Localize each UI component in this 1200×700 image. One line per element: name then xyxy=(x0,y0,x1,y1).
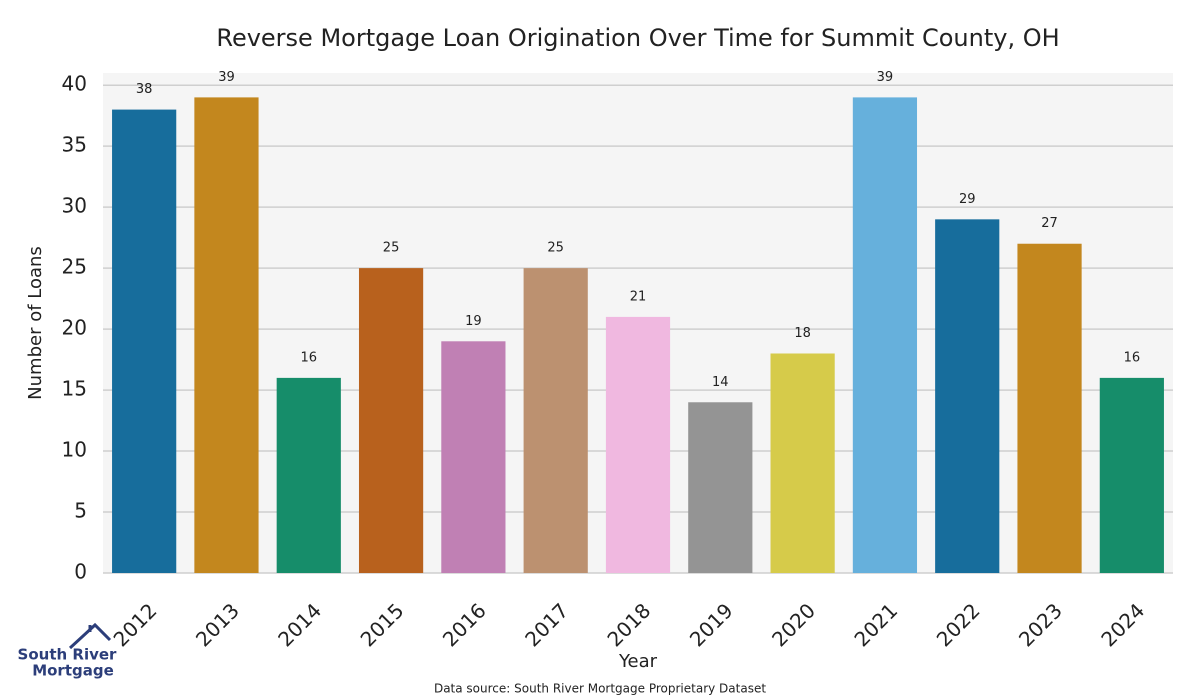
data-label: 39 xyxy=(218,70,235,85)
data-label: 16 xyxy=(1124,350,1141,365)
bar xyxy=(935,219,1000,573)
data-label: 29 xyxy=(959,192,976,207)
x-tick-label: 2022 xyxy=(932,598,985,651)
bar xyxy=(441,341,506,573)
bar xyxy=(605,316,671,573)
logo-text: South River xyxy=(18,646,118,664)
data-label: 14 xyxy=(712,375,729,390)
x-tick-label: 2012 xyxy=(109,598,162,651)
x-tick-label: 2019 xyxy=(685,598,738,651)
logo-text: Mortgage xyxy=(32,662,114,680)
x-tick-label: 2021 xyxy=(849,598,902,651)
data-label: 27 xyxy=(1041,216,1058,231)
x-tick-label: 2017 xyxy=(520,598,573,651)
x-axis-label: Year xyxy=(618,651,658,672)
chart-title: Reverse Mortgage Loan Origination Over T… xyxy=(216,24,1059,52)
x-tick-label: 2013 xyxy=(191,598,244,651)
data-label: 39 xyxy=(877,70,894,85)
y-tick-label: 30 xyxy=(62,194,87,218)
x-tick-label: 2016 xyxy=(438,598,491,651)
data-label: 18 xyxy=(794,326,811,341)
bar xyxy=(770,353,835,573)
x-tick-label: 2018 xyxy=(602,598,655,651)
bar xyxy=(523,268,588,573)
x-tick-label: 2024 xyxy=(1096,598,1149,651)
y-tick-label: 35 xyxy=(62,133,87,157)
data-label: 25 xyxy=(383,241,400,256)
data-label: 19 xyxy=(465,314,482,329)
bar xyxy=(1099,377,1164,573)
logo-house xyxy=(68,622,112,650)
bar xyxy=(852,97,918,573)
y-tick-label: 10 xyxy=(62,438,87,462)
y-tick-label: 40 xyxy=(62,72,87,96)
logo: South River Mortgage xyxy=(18,622,118,680)
data-label: 16 xyxy=(300,350,317,365)
bar xyxy=(688,402,753,573)
x-tick-label: 2023 xyxy=(1014,598,1067,651)
data-label: 38 xyxy=(136,82,153,97)
x-tick-label: 2014 xyxy=(273,598,326,651)
data-label: 21 xyxy=(630,289,647,304)
bar xyxy=(358,268,424,573)
data-label: 25 xyxy=(547,241,564,256)
bar xyxy=(194,97,259,573)
source-note: Data source: South River Mortgage Propri… xyxy=(434,682,766,696)
y-tick-label: 15 xyxy=(62,377,87,401)
y-tick-label: 25 xyxy=(62,255,87,279)
bar xyxy=(276,377,341,573)
y-tick-label: 20 xyxy=(62,316,87,340)
y-tick-label: 5 xyxy=(74,499,87,523)
x-tick-label: 2020 xyxy=(767,598,820,651)
bar xyxy=(1017,243,1082,574)
y-axis-label: Number of Loans xyxy=(25,246,46,400)
bar xyxy=(112,109,177,574)
x-tick-label: 2015 xyxy=(356,598,409,651)
y-tick-label: 0 xyxy=(74,560,87,584)
